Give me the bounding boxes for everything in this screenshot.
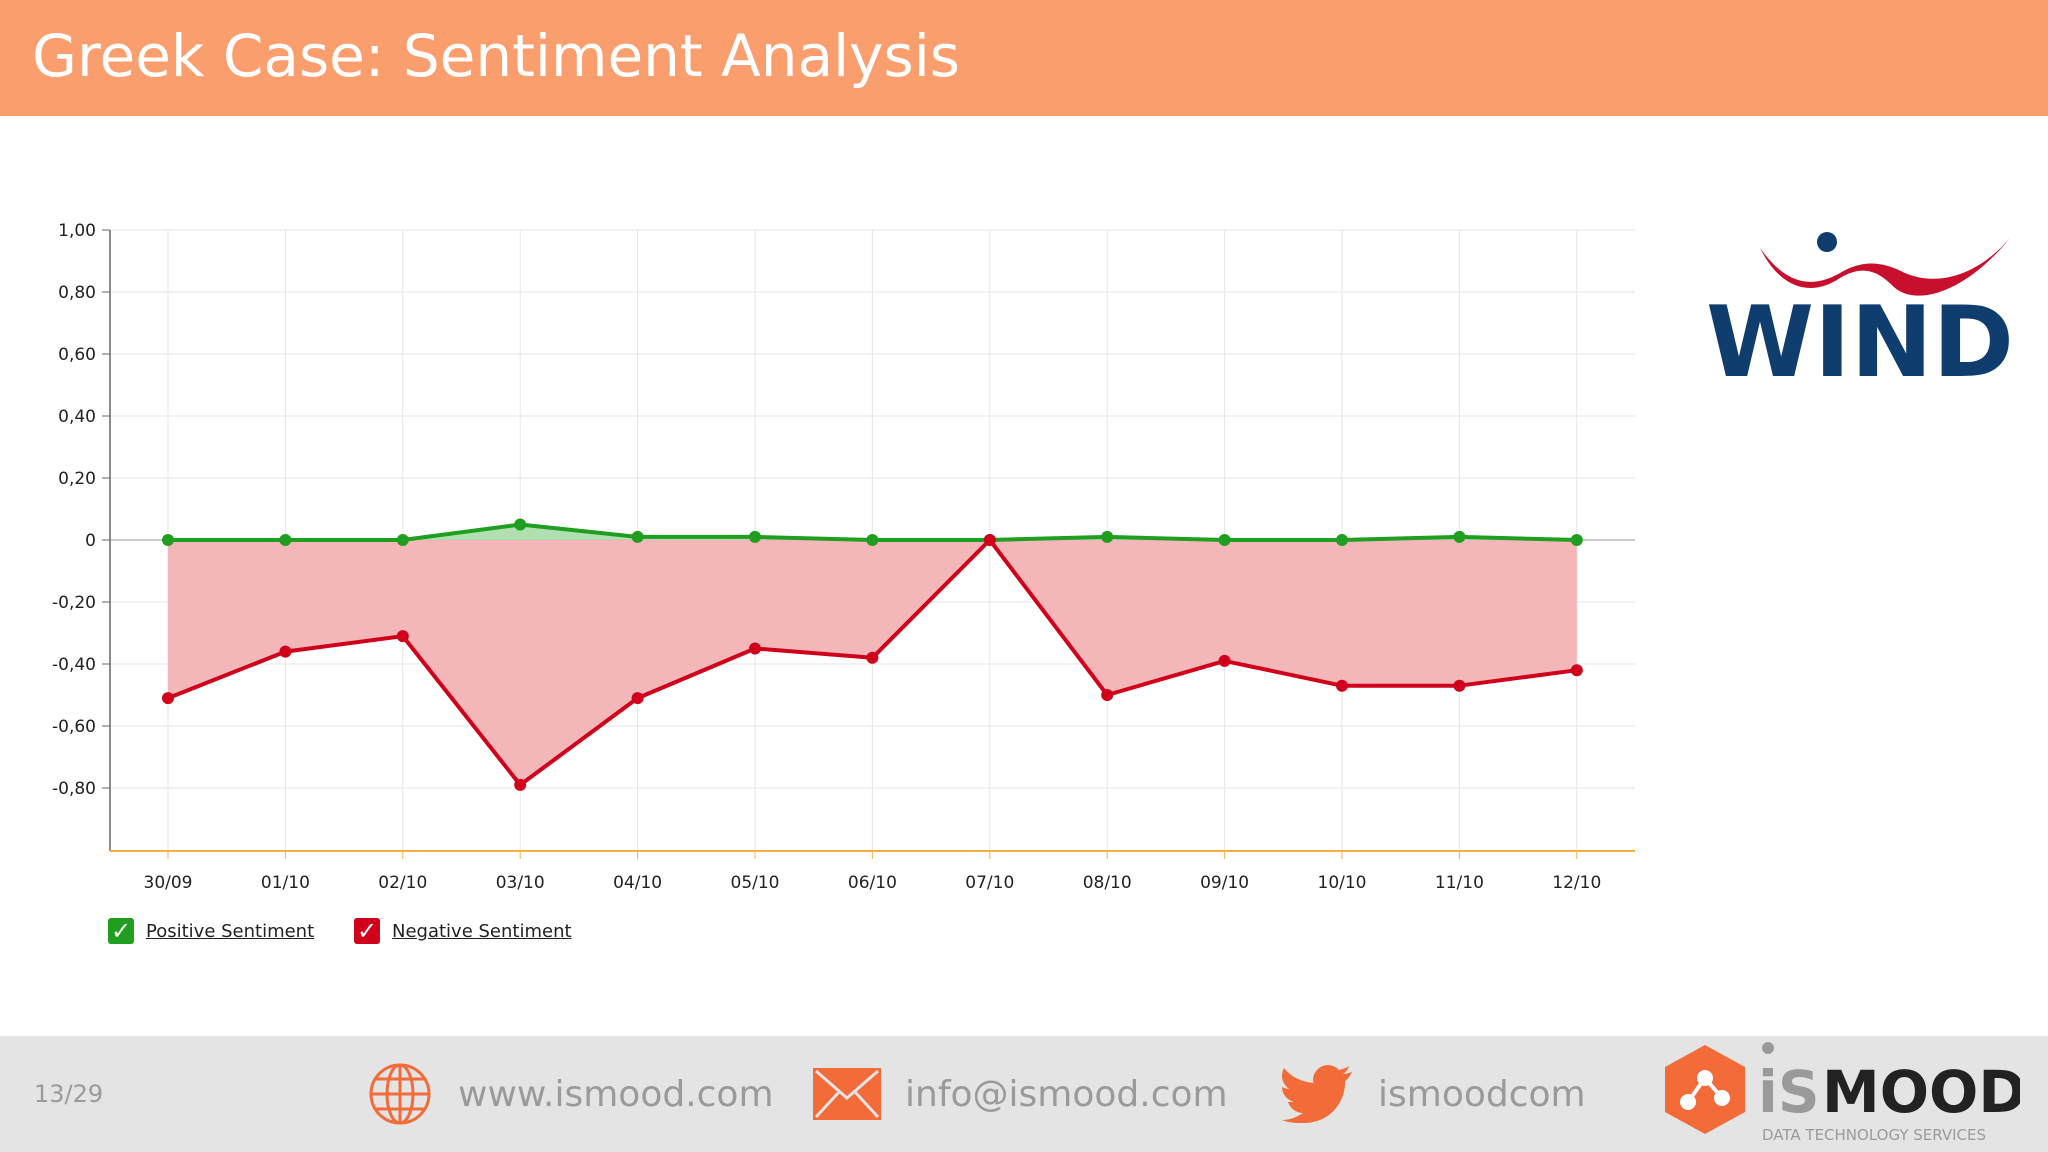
title-bar: Greek Case: Sentiment Analysis bbox=[0, 0, 2048, 116]
ismood-logo: iS MOOD DATA TECHNOLOGY SERVICES bbox=[1665, 1042, 2020, 1144]
negative-point bbox=[631, 692, 644, 705]
y-tick-label: -0,40 bbox=[52, 655, 96, 675]
email-link[interactable]: info@ismood.com bbox=[905, 1073, 1228, 1115]
negative-point bbox=[514, 778, 527, 791]
negative-point bbox=[1336, 679, 1348, 692]
negative-point bbox=[866, 651, 879, 664]
page-number: 13/29 bbox=[34, 1080, 104, 1108]
y-tick-label: 0 bbox=[85, 531, 96, 551]
x-tick-label: 11/10 bbox=[1435, 873, 1484, 893]
x-tick-label: 30/09 bbox=[144, 873, 193, 893]
sentiment-chart: 1,00 0,80 0,60 0,40 0,20 0 -0,20 -0,40 -0,60 -0,8… bbox=[52, 221, 1635, 893]
website-link[interactable]: www.ismood.com bbox=[458, 1073, 774, 1115]
ismood-tagline: DATA TECHNOLOGY SERVICES bbox=[1762, 1126, 1986, 1144]
footer-website[interactable]: www.ismood.com bbox=[368, 1036, 774, 1152]
x-tick-label: 04/10 bbox=[613, 873, 662, 893]
negative-point bbox=[749, 642, 761, 655]
negative-point bbox=[1570, 664, 1583, 677]
check-icon[interactable]: ✓ bbox=[108, 918, 134, 944]
negative-point bbox=[396, 630, 409, 643]
positive-point bbox=[1336, 534, 1348, 546]
x-tick-label: 10/10 bbox=[1318, 873, 1367, 893]
legend-positive-label: Positive Sentiment bbox=[146, 920, 315, 942]
positive-point bbox=[396, 534, 409, 546]
y-tick-label: 0,60 bbox=[58, 345, 96, 365]
negative-point bbox=[983, 534, 996, 546]
negative-area bbox=[168, 540, 1577, 785]
negative-point bbox=[1218, 654, 1231, 667]
x-tick-label: 01/10 bbox=[261, 873, 310, 893]
legend-negative-label: Negative Sentiment bbox=[392, 920, 572, 942]
ismood-hexagon-icon bbox=[1665, 1045, 1745, 1134]
x-tick-label: 06/10 bbox=[848, 873, 897, 893]
y-tick-label: -0,60 bbox=[52, 717, 96, 737]
x-tick-label: 09/10 bbox=[1200, 873, 1249, 893]
positive-point bbox=[749, 530, 761, 543]
positive-point bbox=[279, 534, 292, 546]
globe-icon bbox=[369, 1063, 431, 1125]
y-tick-label: 0,40 bbox=[58, 407, 96, 427]
y-tick-label: 1,00 bbox=[58, 221, 96, 241]
x-tick-label: 12/10 bbox=[1552, 873, 1601, 893]
wind-swoosh-icon bbox=[1760, 238, 2010, 296]
positive-point bbox=[631, 530, 644, 543]
twitter-handle[interactable]: ismoodcom bbox=[1378, 1073, 1586, 1115]
wind-logo: WIND bbox=[1706, 232, 2014, 388]
ismood-dot-icon bbox=[1762, 1042, 1774, 1054]
x-tick-label: 08/10 bbox=[1083, 873, 1132, 893]
footer-email[interactable]: info@ismood.com bbox=[813, 1036, 1228, 1152]
negative-point bbox=[1453, 679, 1466, 692]
page-title: Greek Case: Sentiment Analysis bbox=[32, 22, 961, 90]
positive-point bbox=[866, 534, 879, 546]
y-tick-label: -0,80 bbox=[52, 779, 96, 799]
positive-point bbox=[1218, 534, 1231, 546]
twitter-bird-icon bbox=[1282, 1065, 1352, 1123]
positive-point bbox=[514, 518, 527, 531]
legend-positive[interactable]: ✓ Positive Sentiment bbox=[108, 914, 314, 948]
y-tick-label: 0,80 bbox=[58, 283, 96, 303]
envelope-icon bbox=[813, 1068, 881, 1120]
negative-point bbox=[279, 645, 292, 658]
footer-twitter[interactable]: ismoodcom bbox=[1282, 1036, 1586, 1152]
y-tick-label: 0,20 bbox=[58, 469, 96, 489]
negative-point bbox=[162, 692, 174, 705]
positive-point bbox=[1101, 530, 1114, 543]
wind-dot-icon bbox=[1817, 232, 1837, 252]
wind-logo-text: WIND bbox=[1706, 286, 2014, 388]
y-tick-label: -0,20 bbox=[52, 593, 96, 613]
ismood-mood-text: MOOD bbox=[1822, 1058, 2020, 1126]
legend-negative[interactable]: ✓ Negative Sentiment bbox=[354, 914, 572, 948]
positive-point bbox=[1570, 534, 1583, 546]
negative-point bbox=[1101, 689, 1114, 701]
positive-point bbox=[162, 534, 174, 546]
positive-point bbox=[1453, 530, 1466, 543]
check-icon[interactable]: ✓ bbox=[354, 918, 380, 944]
ismood-is-text: iS bbox=[1758, 1058, 1820, 1126]
x-tick-label: 02/10 bbox=[378, 873, 427, 893]
x-tick-label: 07/10 bbox=[965, 873, 1014, 893]
x-tick-label: 05/10 bbox=[731, 873, 780, 893]
x-tick-label: 03/10 bbox=[496, 873, 545, 893]
